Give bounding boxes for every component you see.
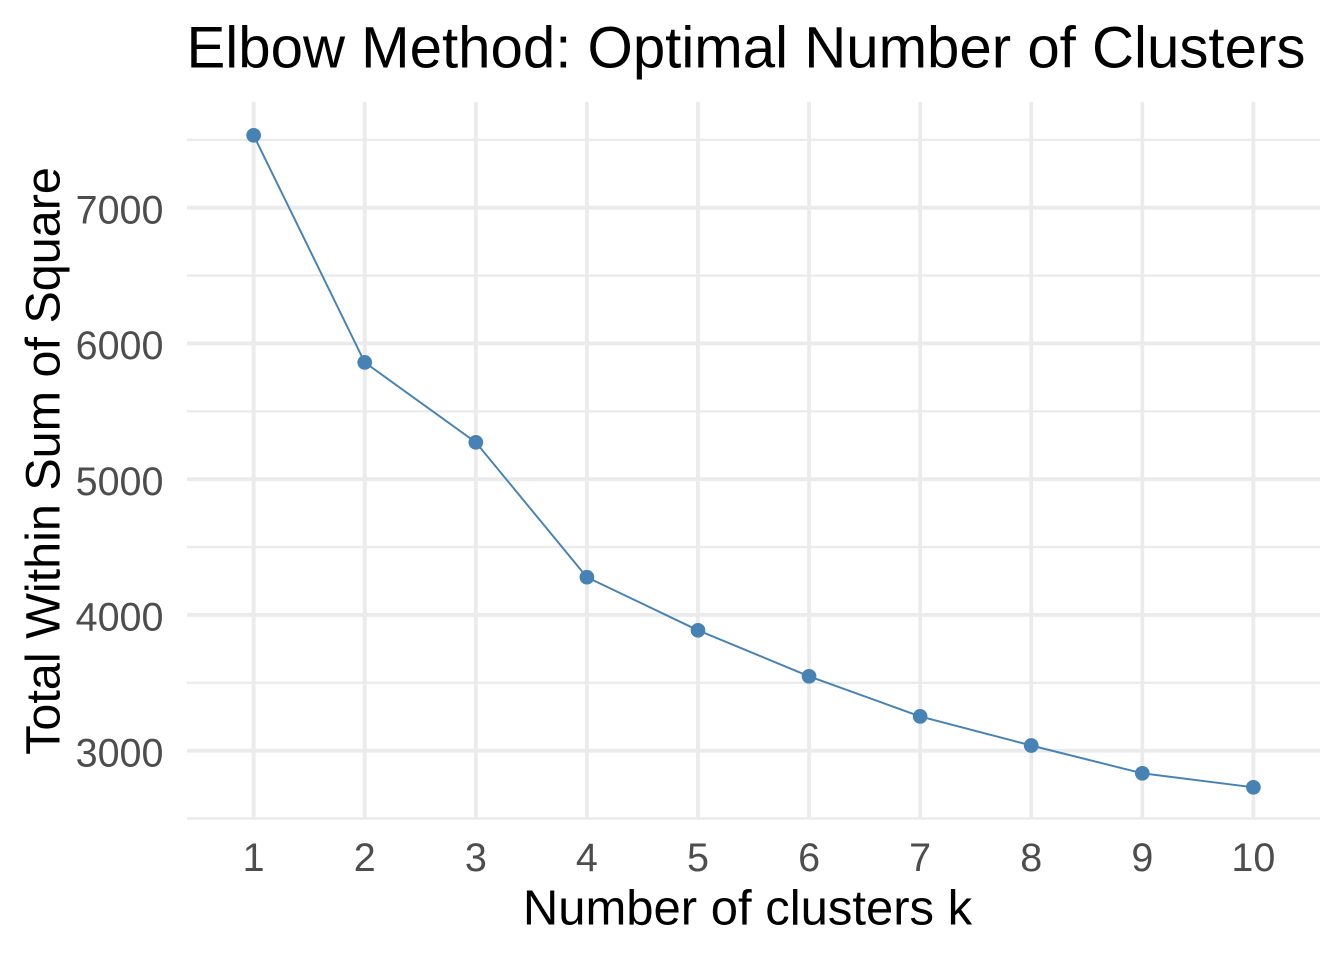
svg-text:5: 5	[687, 836, 709, 880]
svg-text:7: 7	[909, 836, 931, 880]
svg-text:3000: 3000	[76, 731, 164, 775]
svg-text:4000: 4000	[76, 596, 164, 640]
svg-text:Elbow Method: Optimal Number o: Elbow Method: Optimal Number of Clusters	[187, 16, 1306, 81]
svg-text:6: 6	[798, 836, 820, 880]
svg-text:Total Within Sum of Square: Total Within Sum of Square	[17, 167, 71, 755]
svg-text:6000: 6000	[76, 324, 164, 368]
svg-text:9: 9	[1131, 836, 1153, 880]
svg-text:1: 1	[243, 836, 265, 880]
svg-text:10: 10	[1231, 836, 1275, 880]
svg-text:5000: 5000	[76, 460, 164, 504]
svg-text:Number of clusters k: Number of clusters k	[523, 881, 973, 935]
svg-text:8: 8	[1020, 836, 1042, 880]
svg-text:7000: 7000	[76, 188, 164, 232]
svg-text:4: 4	[576, 836, 598, 880]
svg-text:2: 2	[354, 836, 376, 880]
svg-text:3: 3	[465, 836, 487, 880]
